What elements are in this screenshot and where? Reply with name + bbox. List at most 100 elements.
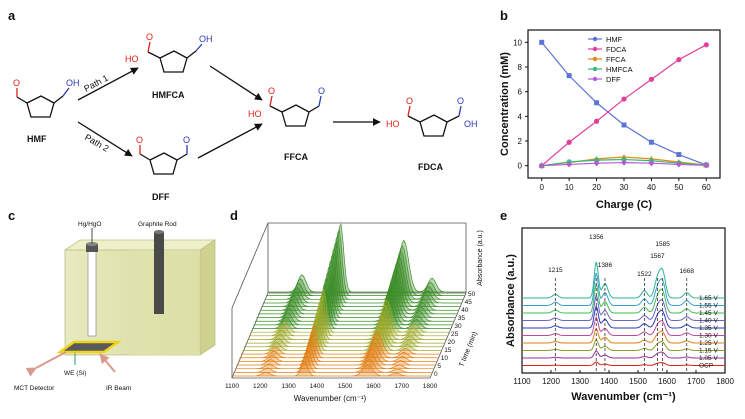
panel-e-label: e (500, 208, 507, 223)
x-tick-label: 1500 (629, 377, 647, 386)
spectrum-ridge (253, 276, 452, 326)
spectrum-ridge (257, 258, 457, 315)
y-tick-label: 15 (444, 347, 452, 354)
reaction-arrow-icon (77, 67, 139, 101)
hmf-o-atom: O (13, 78, 20, 88)
spectrum-ridge (239, 330, 438, 359)
spectrum-ridge (247, 300, 446, 340)
peak-label: 1668 (679, 268, 694, 275)
legend-marker (592, 36, 598, 42)
spectrum-ridge (236, 342, 435, 366)
panel-b-label: b (500, 8, 508, 23)
furan-ring-icon (139, 145, 188, 175)
data-point-hmf (648, 139, 654, 145)
ffca-ho-atom: HO (248, 109, 262, 119)
x-tick-label: 30 (620, 183, 629, 192)
data-point-fdca (621, 96, 627, 102)
hmf-oh-atom: OH (66, 78, 80, 88)
spectrum-line (522, 272, 725, 306)
dff-o1-atom: O (136, 135, 143, 145)
x-tick-label: 0 (539, 183, 544, 192)
data-point-hmf (566, 73, 572, 79)
reaction-scheme: O OH HMF O HO OH HMFCA O O DFF (13, 32, 478, 202)
peak-label: 1567 (650, 253, 665, 260)
x-tick-label: 50 (674, 183, 683, 192)
data-point-fdca (593, 118, 600, 124)
data-point-hmf (621, 122, 627, 128)
y-tick-label: 4 (518, 112, 523, 121)
data-point-hmf (676, 152, 682, 158)
y-tick-label: 0 (518, 162, 523, 171)
spectrum-ridge (243, 312, 443, 348)
y-tick-label: 50 (468, 291, 476, 298)
data-point-dff (703, 162, 710, 169)
legend-marker (592, 66, 598, 72)
mct-detector-label: MCT Detector (14, 385, 55, 392)
reaction-arrow-icon (77, 121, 133, 157)
ir-beam-label: IR Beam (106, 385, 131, 392)
spectrum-line (522, 261, 725, 299)
x-tick-label: 1700 (687, 377, 705, 386)
path-2-label: Path 2 (83, 132, 111, 154)
x-tick-label: 1800 (423, 383, 438, 390)
data-point-dff (538, 162, 545, 169)
we-si-label: WE (Si) (64, 370, 86, 377)
x-tick-label: 1100 (225, 383, 239, 390)
legend-entry: HMFCA (606, 65, 633, 74)
series-label: 1.40 V (699, 318, 718, 325)
data-point-dff (593, 160, 600, 167)
y-tick-label: 25 (451, 331, 459, 338)
spectrum-line (522, 304, 725, 329)
y-tick-label: 10 (513, 38, 522, 47)
furan-ring-icon (16, 87, 70, 118)
spectrum-ridge (232, 354, 432, 373)
data-point-hmf (594, 100, 600, 106)
legend-entry: DFF (606, 75, 621, 84)
x-tick-label: 1200 (253, 383, 268, 390)
peak-label: 1386 (598, 262, 613, 269)
ffca-label: FFCA (284, 152, 308, 162)
y-axis-label: T time (min) (458, 331, 478, 368)
spectrum-ridge (252, 282, 451, 329)
legend-entry: FDCA (606, 45, 626, 54)
data-point-fdca (648, 76, 655, 82)
hmfca-o-atom: O (146, 32, 153, 42)
spectrum-ridge (235, 348, 434, 370)
y-axis-label: Concentration (mM) (499, 52, 511, 156)
x-tick-label: 1400 (310, 383, 325, 390)
peak-label: 1522 (637, 271, 652, 278)
dff-o2-atom: O (183, 135, 190, 145)
plot-frame (521, 227, 726, 374)
graphite-rod-label: Graphite Rod (138, 221, 177, 228)
spectrum-ridge (268, 222, 466, 293)
spectrum-line (522, 350, 725, 359)
spectrum-ridge (238, 336, 437, 362)
x-tick-label: 40 (647, 183, 656, 192)
hmfca-ho-atom: HO (125, 54, 139, 64)
spectrum-ridge (241, 318, 441, 351)
y-tick-label: 40 (461, 307, 469, 314)
box-left (231, 222, 269, 378)
stacked-spectra-chart: 1100 1200 1300 1400 1500 1600 1700 1800 Wavenumb… (505, 227, 734, 403)
furan-ring-icon (269, 95, 322, 127)
y-tick-label: 30 (454, 323, 462, 330)
legend-marker (592, 46, 598, 52)
x-tick-label: 1500 (338, 383, 353, 390)
spectrum-line (522, 293, 725, 321)
hg-hgo-label: Hg/HgO (78, 221, 101, 228)
y-tick-label: 5 (437, 363, 441, 370)
spectrum-ridge (248, 294, 448, 337)
series-label: 1.45 V (699, 310, 718, 317)
x-axis-label: Charge (C) (596, 199, 653, 211)
fdca-oh-atom: OH (464, 119, 478, 129)
spectrum-ridge (254, 270, 454, 322)
data-point-dff (621, 159, 627, 166)
x-tick-label: 1600 (658, 377, 676, 386)
series-label: 1.35 V (699, 325, 718, 332)
data-point-dff (566, 161, 573, 168)
spectrum-ridge (250, 288, 449, 333)
x-axis-label: Wavenumber (cm⁻¹) (571, 391, 676, 403)
series-label: 1.25 V (699, 340, 718, 347)
data-point-fdca (676, 57, 682, 63)
